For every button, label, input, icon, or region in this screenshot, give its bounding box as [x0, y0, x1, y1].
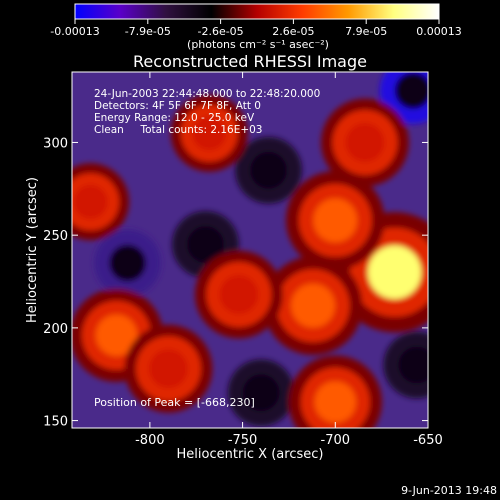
y-tick-label: 200	[43, 322, 68, 337]
y-axis-ticks: 300 250 200 150	[43, 136, 428, 430]
heatmap-source-core	[73, 184, 108, 219]
heatmap-source-core	[148, 349, 188, 389]
heatmap-source-core	[345, 122, 385, 162]
heatmap-negative-core	[394, 72, 428, 109]
heatmap-negative-core	[242, 374, 280, 412]
heatmap-negative-core	[250, 151, 287, 189]
heatmap-area	[72, 72, 428, 428]
colorbar-tick-label: 7.9e-05	[345, 25, 387, 38]
colorbar-tick-labels: -0.00013 -7.9e-05 -2.6e-05 2.6e-05 7.9e-05 0.…	[50, 25, 461, 38]
y-tick-label: 300	[43, 136, 68, 151]
heatmap-source-core	[313, 198, 358, 243]
y-tick-label: 250	[43, 229, 68, 244]
colorbar-tick-label: 0.00013	[416, 25, 462, 38]
x-axis-label: Heliocentric X (arcsec)	[177, 447, 324, 462]
heatmap-negative-core	[109, 244, 146, 282]
x-tick-label: -650	[413, 433, 443, 448]
heatmap-source-core	[192, 116, 227, 151]
colorbar-tick-label: -0.00013	[50, 25, 99, 38]
chart-title: Reconstructed RHESSI Image	[133, 52, 367, 71]
peak-position-label: Position of Peak = [-668,230]	[94, 396, 255, 409]
y-tick-label: 150	[43, 415, 68, 430]
heatmap-source-core	[314, 381, 357, 423]
footer-date: 9-Jun-2013 19:48	[401, 484, 497, 497]
annotation-block: 24-Jun-2003 22:44:48.000 to 22:48:20.000…	[94, 88, 320, 136]
colorbar	[74, 3, 440, 20]
x-tick-label: -700	[321, 433, 351, 448]
colorbar-ticks	[74, 19, 440, 24]
heatmap-negative-core	[398, 346, 428, 384]
colorbar-tick-label: -2.6e-05	[197, 25, 243, 38]
colorbar-tick-label: -7.9e-05	[125, 25, 171, 38]
annotation-line: Detectors: 4F 5F 6F 7F 8F, Att 0	[94, 100, 261, 112]
x-tick-label: -750	[228, 433, 258, 448]
x-axis-ticks: -800 -750 -700 -650	[135, 72, 443, 448]
x-tick-label: -800	[135, 433, 165, 448]
colorbar-unit-label: (photons cm⁻² s⁻¹ asec⁻²)	[187, 38, 329, 51]
annotation-line: Energy Range: 12.0 - 25.0 keV	[94, 112, 255, 124]
heatmap-source-core	[291, 283, 335, 328]
heatmap-negative-core	[187, 226, 224, 263]
heatmap-source-core	[95, 314, 138, 357]
colorbar-tick-label: 2.6e-05	[272, 25, 314, 38]
heatmap-source-core	[367, 245, 422, 299]
plot-frame	[71, 71, 429, 429]
y-axis-label: Heliocentric Y (arcsec)	[25, 177, 40, 323]
annotation-line: Clean Total counts: 2.16E+03	[94, 124, 263, 136]
heatmap-source-core	[219, 274, 259, 315]
annotation-line: 24-Jun-2003 22:44:48.000 to 22:48:20.000	[94, 88, 320, 100]
